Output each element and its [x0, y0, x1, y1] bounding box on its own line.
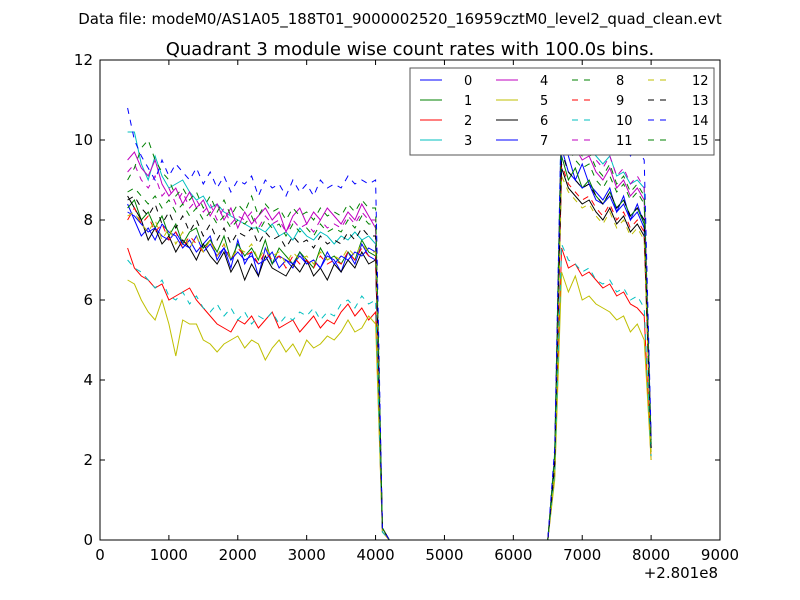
x-tick-label-2: 2000 [219, 546, 257, 564]
legend-label-5: 5 [540, 94, 548, 109]
legend-label-13: 13 [692, 94, 709, 109]
data-file-label: Data file: modeM0/AS1A05_188T01_90000025… [78, 10, 722, 29]
x-offset-label: +2.801e8 [644, 564, 718, 582]
legend-label-2: 2 [464, 114, 472, 129]
chart-title: Quadrant 3 module wise count rates with … [166, 39, 655, 60]
x-tick-label-0: 0 [95, 546, 105, 564]
legend-label-0: 0 [464, 74, 472, 89]
plot-frame [99, 59, 721, 541]
legend-label-10: 10 [616, 114, 633, 129]
x-tick-label-6: 6000 [494, 546, 532, 564]
legend-label-1: 1 [464, 94, 472, 109]
y-tick-label-3: 6 [83, 291, 93, 309]
series-line-14 [127, 98, 652, 541]
y-tick-label-1: 2 [83, 451, 93, 469]
x-tick-label-7: 7000 [563, 546, 601, 564]
x-tick-label-9: 9000 [701, 546, 739, 564]
x-tick-label-4: 4000 [356, 546, 394, 564]
legend-label-15: 15 [692, 134, 709, 149]
x-tick-label-5: 5000 [425, 546, 463, 564]
y-tick-label-5: 10 [74, 131, 93, 149]
legend-label-12: 12 [692, 74, 709, 89]
x-tick-label-3: 3000 [288, 546, 326, 564]
legend-label-7: 7 [540, 134, 548, 149]
y-tick-labels: 0 2 4 6 8 10 12 [74, 51, 93, 549]
y-tick-label-0: 0 [83, 531, 93, 549]
x-tick-label-8: 8000 [632, 546, 670, 564]
x-tick-labels: 0 1000 2000 3000 4000 5000 6000 7000 8000 9000 [95, 546, 739, 564]
series-line-10 [127, 243, 652, 541]
legend-box [409, 67, 715, 156]
legend-label-8: 8 [616, 74, 624, 89]
legend-label-3: 3 [464, 134, 472, 149]
y-tick-label-2: 4 [83, 371, 93, 389]
legend-label-11: 11 [616, 134, 633, 149]
y-tick-label-4: 8 [83, 211, 93, 229]
legend-label-9: 9 [616, 94, 624, 109]
legend-label-14: 14 [692, 114, 709, 129]
y-tick-label-6: 12 [74, 51, 93, 69]
x-tick-label-1: 1000 [150, 546, 188, 564]
legend-label-4: 4 [540, 74, 548, 89]
legend-label-6: 6 [540, 114, 548, 129]
